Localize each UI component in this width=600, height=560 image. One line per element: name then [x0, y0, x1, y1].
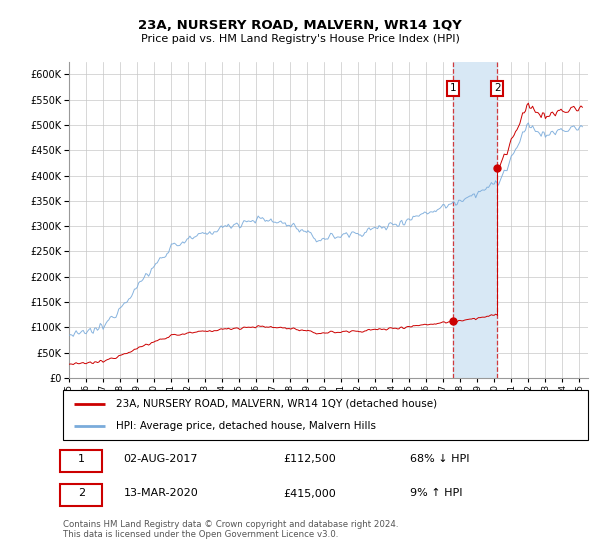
Text: £112,500: £112,500	[284, 454, 336, 464]
Text: 02-AUG-2017: 02-AUG-2017	[124, 454, 198, 464]
Text: Price paid vs. HM Land Registry's House Price Index (HPI): Price paid vs. HM Land Registry's House …	[140, 34, 460, 44]
Text: £415,000: £415,000	[284, 488, 336, 498]
Text: HPI: Average price, detached house, Malvern Hills: HPI: Average price, detached house, Malv…	[115, 421, 376, 431]
Text: 1: 1	[450, 83, 457, 94]
Text: 23A, NURSERY ROAD, MALVERN, WR14 1QY (detached house): 23A, NURSERY ROAD, MALVERN, WR14 1QY (de…	[115, 399, 437, 409]
FancyBboxPatch shape	[61, 450, 103, 472]
Text: Contains HM Land Registry data © Crown copyright and database right 2024.
This d: Contains HM Land Registry data © Crown c…	[63, 520, 398, 539]
Text: 23A, NURSERY ROAD, MALVERN, WR14 1QY: 23A, NURSERY ROAD, MALVERN, WR14 1QY	[138, 19, 462, 32]
Text: 9% ↑ HPI: 9% ↑ HPI	[409, 488, 462, 498]
Text: 1: 1	[78, 454, 85, 464]
Text: 13-MAR-2020: 13-MAR-2020	[124, 488, 198, 498]
Text: 2: 2	[494, 83, 500, 94]
FancyBboxPatch shape	[63, 390, 588, 440]
FancyBboxPatch shape	[61, 484, 103, 506]
Text: 2: 2	[78, 488, 85, 498]
Bar	[453, 62, 497, 378]
Text: 68% ↓ HPI: 68% ↓ HPI	[409, 454, 469, 464]
